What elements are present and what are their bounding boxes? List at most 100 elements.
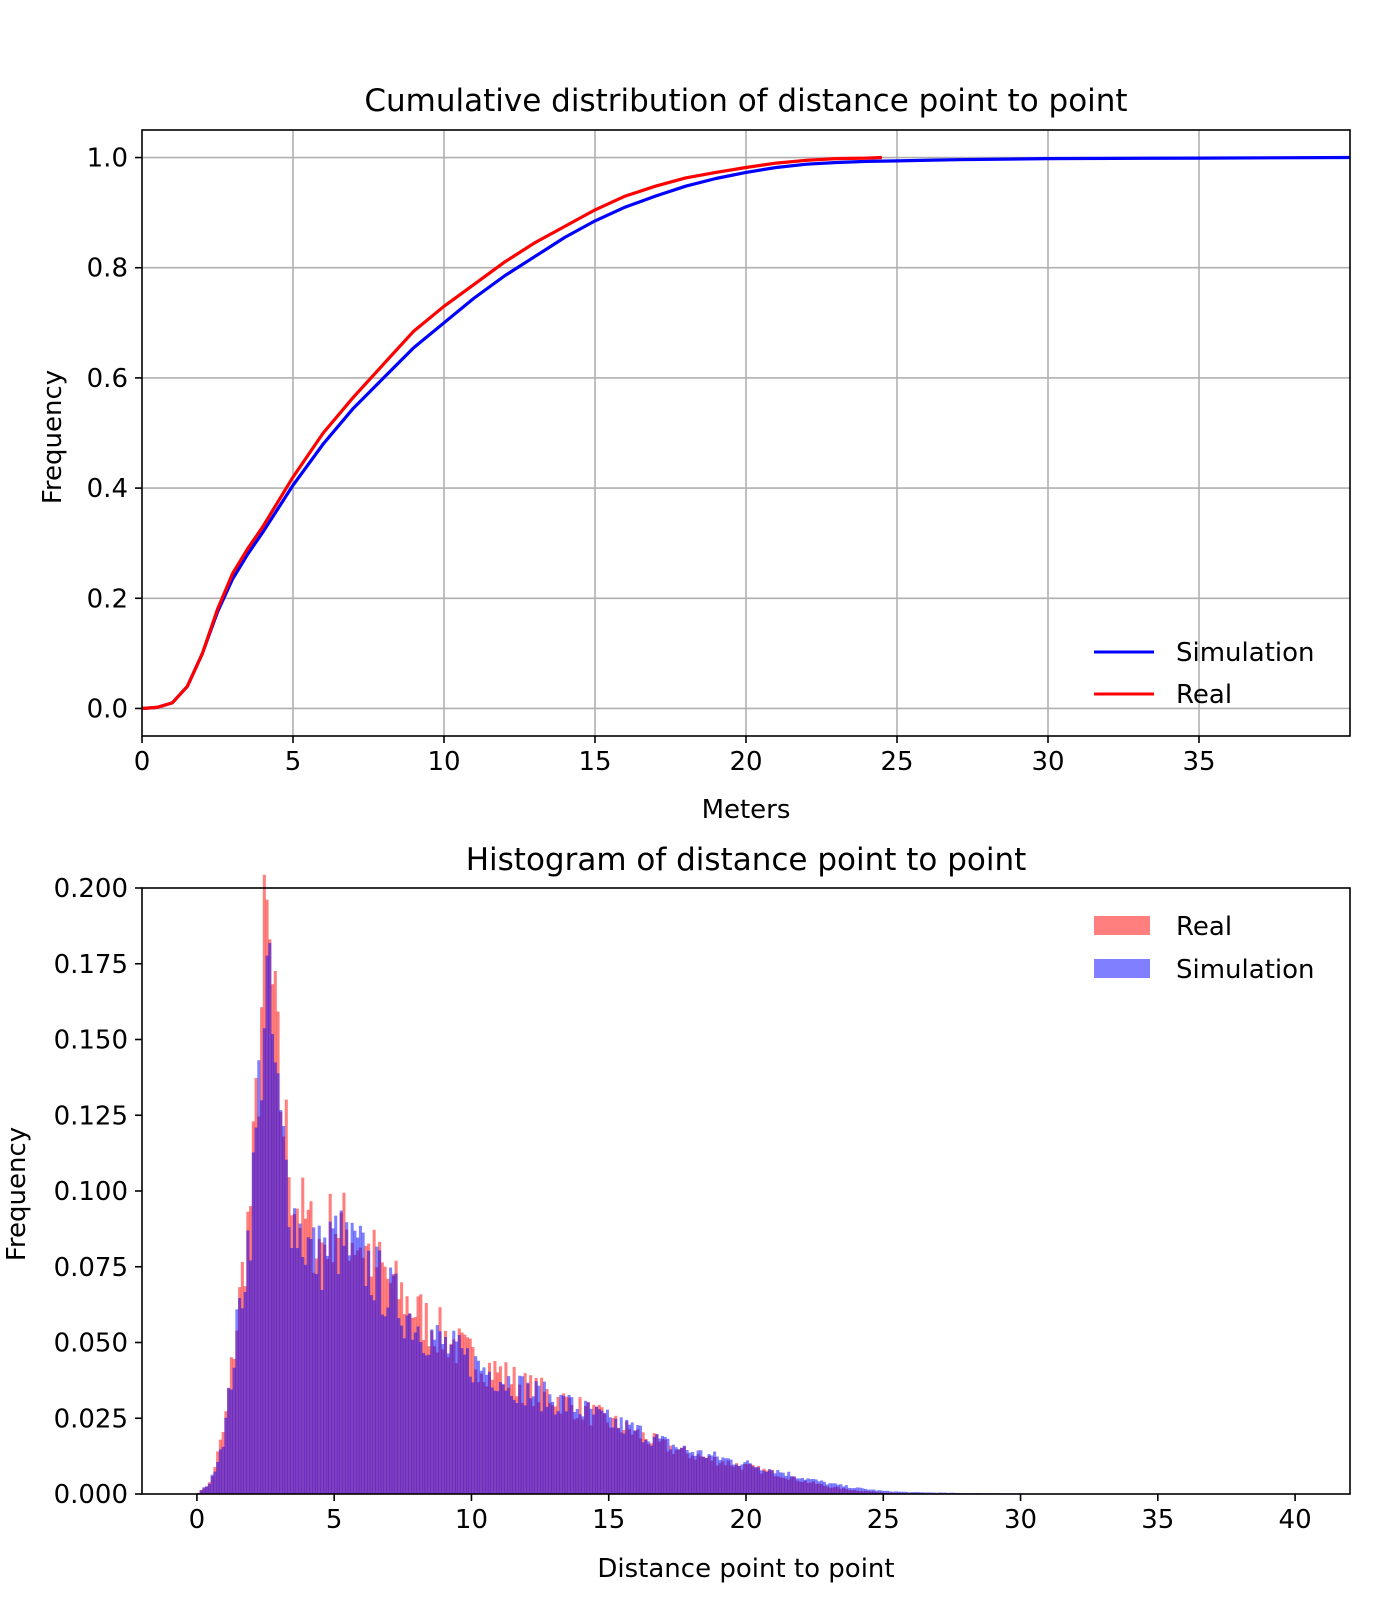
histogram-bar bbox=[644, 1439, 648, 1494]
histogram-bar bbox=[789, 1476, 793, 1494]
histogram-bar bbox=[724, 1458, 728, 1494]
cdf-y-axis: 0.0 0.2 0.4 0.6 0.8 1.0 bbox=[87, 144, 142, 724]
histogram-x-tick-label: 35 bbox=[1141, 1505, 1174, 1535]
histogram-bar bbox=[465, 1348, 470, 1494]
histogram-legend: Real Simulation bbox=[1094, 912, 1315, 985]
histogram-bar bbox=[858, 1487, 862, 1494]
histogram-bar bbox=[496, 1391, 500, 1494]
histogram-bar bbox=[762, 1470, 766, 1494]
histogram-bar bbox=[331, 1228, 335, 1494]
histogram-bar bbox=[504, 1390, 508, 1494]
cdf-title: Cumulative distribution of distance poin… bbox=[364, 83, 1127, 119]
histogram-x-tick-label: 5 bbox=[326, 1505, 343, 1535]
histogram-bar bbox=[529, 1398, 533, 1494]
cdf-x-axis-label: Meters bbox=[702, 795, 791, 825]
histogram-bar bbox=[325, 1255, 329, 1494]
histogram-bar bbox=[526, 1382, 530, 1494]
histogram-bar bbox=[479, 1370, 483, 1494]
histogram-bar bbox=[817, 1481, 821, 1494]
histogram-y-tick-label: 0.150 bbox=[54, 1026, 128, 1056]
histogram-bar bbox=[625, 1419, 629, 1494]
histogram-bar bbox=[781, 1472, 785, 1494]
histogram-bar bbox=[433, 1339, 437, 1494]
histogram-title: Histogram of distance point to point bbox=[466, 842, 1027, 878]
histogram-bar bbox=[669, 1449, 673, 1494]
histogram-bar bbox=[262, 1028, 266, 1494]
histogram-bar bbox=[476, 1360, 480, 1494]
histogram-bar bbox=[855, 1487, 859, 1494]
histogram-bar bbox=[482, 1367, 486, 1494]
histogram-bar bbox=[213, 1471, 217, 1494]
histogram-bar bbox=[559, 1394, 563, 1494]
cdf-x-tick-label: 30 bbox=[1031, 747, 1064, 777]
histogram-bar bbox=[666, 1438, 670, 1494]
histogram-bar bbox=[485, 1374, 489, 1494]
histogram-bar bbox=[581, 1416, 585, 1494]
histogram-bar bbox=[386, 1307, 390, 1494]
histogram-bar bbox=[754, 1467, 758, 1494]
histogram-bar bbox=[600, 1410, 604, 1494]
histogram-bar bbox=[537, 1385, 541, 1494]
histogram-bar bbox=[825, 1484, 829, 1494]
histogram-bar bbox=[512, 1399, 516, 1494]
histogram-bar bbox=[611, 1427, 615, 1494]
histogram-bar bbox=[232, 1367, 236, 1494]
histogram-bar bbox=[641, 1442, 645, 1494]
histogram-bar bbox=[391, 1275, 395, 1494]
histogram-bar bbox=[273, 1062, 277, 1494]
histogram-y-tick-label: 0.000 bbox=[54, 1480, 128, 1510]
histogram-bar bbox=[224, 1417, 228, 1494]
histogram-bar bbox=[435, 1325, 439, 1494]
histogram-y-tick-label: 0.025 bbox=[54, 1404, 128, 1434]
histogram-bar bbox=[400, 1325, 404, 1494]
histogram-bar bbox=[411, 1339, 415, 1494]
histogram-bar bbox=[759, 1470, 763, 1494]
histogram-bar bbox=[556, 1411, 560, 1494]
histogram-bar bbox=[677, 1449, 681, 1494]
histogram-bar bbox=[704, 1457, 708, 1494]
histogram-bar bbox=[619, 1417, 623, 1494]
histogram-bar bbox=[353, 1230, 357, 1494]
histogram-bar bbox=[567, 1394, 571, 1494]
histogram-bar bbox=[875, 1490, 879, 1494]
histogram-bar bbox=[715, 1456, 719, 1494]
histogram-bar bbox=[746, 1460, 750, 1494]
histogram-bar bbox=[419, 1342, 423, 1494]
histogram-bar bbox=[732, 1464, 736, 1494]
histogram-bar bbox=[446, 1353, 450, 1494]
histogram-bar bbox=[430, 1329, 434, 1494]
histogram-bar bbox=[394, 1273, 398, 1494]
histogram-bar bbox=[328, 1221, 332, 1494]
histogram-bar bbox=[449, 1344, 453, 1494]
histogram-bar bbox=[597, 1409, 601, 1494]
histogram-bar bbox=[699, 1450, 703, 1494]
histogram-bar bbox=[383, 1316, 387, 1494]
histogram-bar bbox=[877, 1490, 881, 1494]
histogram-bar bbox=[229, 1389, 233, 1494]
histogram-bar bbox=[713, 1451, 717, 1494]
histogram-y-axis: 0.000 0.025 0.050 0.075 0.100 0.125 0.150 0.175… bbox=[54, 874, 142, 1510]
histogram-x-axis: 0 5 10 15 20 25 30 35 40 bbox=[189, 1494, 1312, 1535]
histogram-bar bbox=[279, 1110, 283, 1494]
histogram-bar bbox=[616, 1428, 621, 1494]
histogram-bar bbox=[721, 1457, 725, 1494]
histogram-bar bbox=[317, 1225, 321, 1494]
histogram-x-tick-label: 40 bbox=[1279, 1505, 1312, 1535]
histogram-bar bbox=[282, 1126, 286, 1494]
histogram-bar bbox=[463, 1354, 467, 1494]
histogram-bar bbox=[839, 1484, 843, 1494]
histogram-bar bbox=[795, 1478, 799, 1494]
histogram-bar bbox=[910, 1492, 914, 1494]
histogram-bar bbox=[729, 1459, 733, 1494]
histogram-bar bbox=[605, 1409, 610, 1494]
histogram-bar bbox=[888, 1491, 892, 1494]
histogram-bar bbox=[787, 1471, 791, 1494]
histogram-bar bbox=[710, 1455, 714, 1494]
histogram-y-tick-label: 0.075 bbox=[54, 1253, 128, 1283]
histogram-bar bbox=[254, 1127, 258, 1494]
cdf-x-tick-label: 20 bbox=[729, 747, 762, 777]
histogram-bar bbox=[548, 1394, 552, 1494]
histogram-bar bbox=[850, 1488, 854, 1494]
histogram-x-tick-label: 20 bbox=[729, 1505, 762, 1535]
